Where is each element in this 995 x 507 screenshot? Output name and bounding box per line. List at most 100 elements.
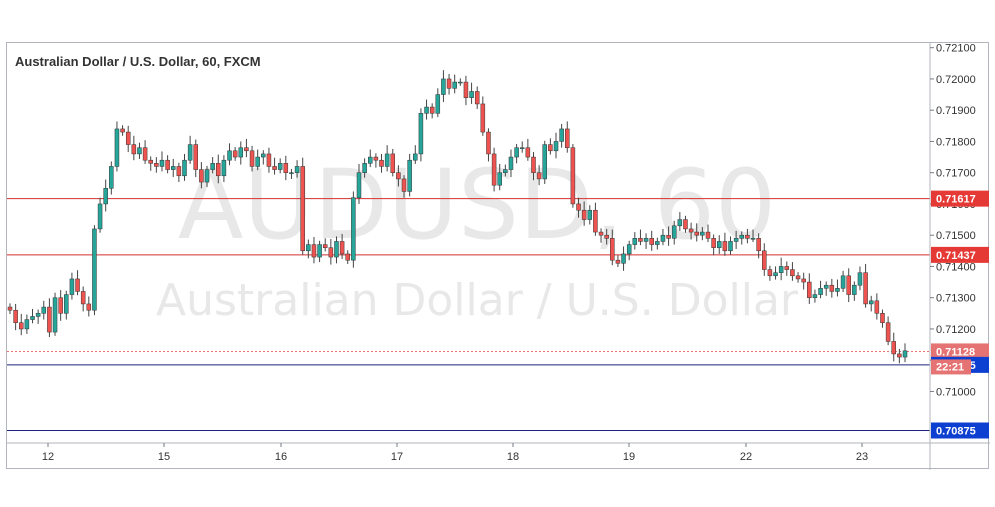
candle-body [739, 234, 745, 239]
candle-body [508, 156, 514, 170]
y-tick-label: 0.71400 [936, 261, 976, 273]
candle-body [187, 144, 193, 161]
candle-body [542, 144, 547, 180]
candle-body [649, 238, 654, 245]
candle-body [852, 284, 857, 295]
candle-body [801, 278, 806, 283]
candle-body [784, 266, 790, 270]
candle-body [170, 166, 176, 170]
candle-body [306, 244, 311, 252]
candle-body [24, 319, 30, 330]
candle-body [182, 159, 187, 177]
candle-body [570, 147, 576, 205]
candle-body [446, 78, 452, 89]
candle-body [638, 238, 643, 242]
candle-body [266, 153, 272, 167]
candle-body [643, 238, 649, 242]
candle-body [92, 228, 97, 311]
candle-body [120, 128, 125, 133]
candle-body [413, 153, 418, 161]
candle-body [683, 219, 688, 230]
candle-body [593, 209, 598, 233]
candle-body [711, 238, 716, 248]
candle-body [491, 153, 497, 186]
candle-body [722, 241, 728, 252]
candle-body [429, 106, 435, 114]
candle-body [407, 159, 412, 192]
candle-body [840, 275, 846, 289]
candle-body [368, 156, 373, 164]
candle-body [666, 234, 671, 239]
candle-body [812, 294, 818, 298]
candle-body [165, 159, 170, 170]
candle-body [441, 78, 446, 95]
candle-body [13, 309, 18, 323]
candle-body [863, 272, 868, 305]
candle-body [823, 284, 829, 289]
candle-body [576, 203, 581, 211]
candle-body [762, 250, 767, 270]
candle-body [373, 156, 379, 161]
candle-body [52, 297, 58, 333]
candle-body [565, 128, 570, 148]
y-tick-label: 0.71000 [936, 386, 976, 398]
candle-body [480, 103, 486, 133]
y-tick-label: 0.71900 [936, 105, 976, 117]
candle-body [154, 163, 159, 167]
y-tick-label: 0.71700 [936, 168, 976, 180]
candle-body [610, 238, 615, 261]
candle-body [261, 153, 266, 158]
candle-body [351, 197, 356, 261]
watermark-name: Australian Dollar / U.S. Dollar [156, 275, 799, 326]
candle-body [255, 156, 260, 167]
candle-body [311, 244, 317, 258]
candle-body [227, 150, 232, 161]
countdown-label: 22:21 [936, 361, 964, 373]
candle-body [452, 81, 457, 89]
x-tick-label: 16 [275, 451, 287, 463]
candle-body [199, 169, 204, 183]
candle-body [193, 144, 199, 170]
candle-body [176, 166, 182, 177]
candle-body [334, 241, 339, 258]
candle-body [80, 291, 86, 305]
candle-body [131, 144, 137, 155]
candle-body [621, 253, 626, 264]
y-tick-label: 0.71500 [936, 230, 976, 242]
candle-body [232, 150, 238, 158]
candle-body [86, 303, 92, 311]
candle-body [435, 94, 441, 114]
candle-body [64, 294, 69, 314]
candle-body [835, 288, 840, 292]
candle-body [846, 275, 851, 295]
candle-body [300, 166, 305, 252]
candle-body [598, 231, 604, 236]
candle-body [47, 306, 52, 333]
candle-body [114, 128, 120, 167]
candle-body [778, 266, 784, 273]
candle-body [626, 244, 632, 255]
candle-body [272, 166, 277, 170]
candle-body [880, 313, 885, 323]
candle-body [249, 150, 255, 167]
chart-svg[interactable]: AUDUSD, 60 Australian Dollar / U.S. Doll… [7, 43, 990, 470]
candle-body [857, 272, 863, 286]
price-tag-bg-4 [931, 422, 989, 439]
candle-body [396, 172, 401, 180]
candle-body [97, 203, 103, 230]
y-tick-label: 0.72100 [936, 43, 976, 55]
candle-body [384, 153, 390, 167]
candle-body [705, 231, 711, 239]
candle-body [897, 353, 902, 358]
candle-body [615, 259, 621, 264]
candle-body [125, 131, 131, 145]
candle-body [216, 163, 221, 177]
candle-body [733, 238, 739, 242]
y-tick-label: 0.72000 [936, 74, 976, 86]
candle-body [294, 166, 300, 173]
candle-body [328, 247, 334, 258]
price-tag-0: 0.71617 [936, 194, 976, 206]
candle-body [362, 163, 367, 173]
candle-body [418, 113, 424, 155]
watermark-symbol: AUDUSD, 60 [178, 149, 776, 261]
